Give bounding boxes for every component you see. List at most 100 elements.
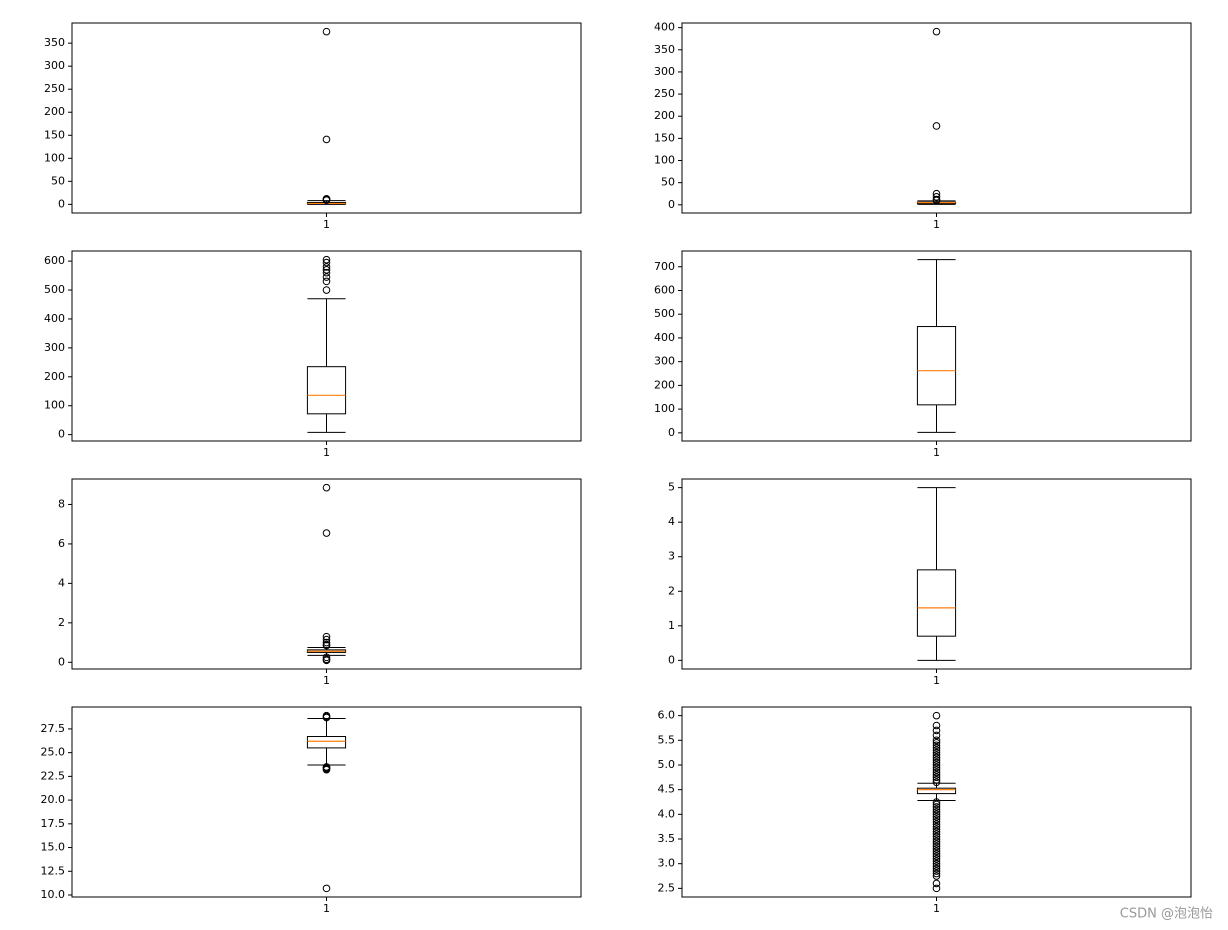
flier [932,768,941,777]
y-tick-label: 300 [654,65,675,78]
y-tick-label: 400 [44,312,65,325]
y-tick-label: 0 [58,655,65,668]
plot-frame [681,706,1192,898]
x-tick-label: 1 [323,446,330,459]
y-tick-label: 100 [654,402,675,415]
flier [322,255,331,264]
plot-frame [681,22,1192,214]
flier [932,771,941,779]
flier [932,800,941,809]
flier [932,854,941,863]
flier [322,268,331,277]
flier [932,803,941,811]
flier [932,852,941,861]
flier [932,756,941,764]
flier [932,862,941,870]
x-tick-label: 1 [933,218,940,231]
y-tick-label: 200 [654,378,675,391]
x-tick-label: 1 [933,446,940,459]
flier [932,815,941,824]
y-tick-label: 600 [654,283,675,296]
flier [932,842,941,851]
subplot: 0 50 100 150 200 250 300 350 400 1 [654,21,1192,231]
flier [932,763,941,772]
flier [322,638,331,647]
y-tick-label: 5.0 [658,758,676,771]
x-tick-label: 1 [323,902,330,915]
x-tick-label: 1 [933,674,940,687]
y-tick-label: 27.5 [41,722,66,735]
box [306,736,347,749]
flier [322,483,331,492]
flier [322,277,331,286]
flier [932,830,941,838]
y-tick-label: 100 [654,154,675,167]
flier [932,837,941,846]
flier [932,813,941,821]
y-tick-label: 4 [58,576,65,589]
y-tick-label: 4 [668,515,675,528]
flier [322,765,331,774]
flier [932,879,941,888]
y-tick-label: 100 [44,151,65,164]
flier [932,27,941,36]
y-tick-label: 100 [44,399,65,412]
flier [322,286,331,294]
y-tick-label: 2.5 [658,881,676,894]
y-tick-label: 0 [668,198,675,211]
flier [932,748,941,757]
flier [322,263,331,271]
flier [322,713,331,722]
y-tick-label: 0 [668,653,675,666]
y-tick-label: 22.5 [41,769,66,782]
y-tick-label: 6.0 [658,709,676,722]
y-tick-label: 600 [44,254,65,267]
box [306,366,347,415]
flier [932,822,941,831]
flier [932,196,941,205]
subplot: 2.5 3.0 3.5 4.0 4.5 5.0 5.5 6.0 1 [658,706,1192,915]
flier [932,847,941,856]
plot-frame [71,250,582,442]
subplot: 0 100 200 300 400 500 600 1 [44,250,582,459]
y-tick-label: 400 [654,331,675,344]
subplot: 0 1 2 3 4 5 1 [668,478,1192,687]
plot-frame [71,706,582,898]
y-tick-label: 50 [51,174,65,187]
y-tick-label: 3.0 [658,857,676,870]
flier [932,859,941,868]
x-tick-label: 1 [933,902,940,915]
y-tick-label: 2 [668,584,675,597]
y-tick-label: 3.5 [658,832,676,845]
y-tick-label: 0 [668,426,675,439]
y-tick-label: 6 [58,537,65,550]
box [916,787,957,795]
plot-frame [71,22,582,214]
flier [932,743,941,752]
flier [932,872,941,880]
flier [322,641,331,650]
y-tick-label: 300 [44,59,65,72]
flier [932,736,941,745]
y-tick-label: 150 [44,128,65,141]
y-tick-label: 10.0 [41,888,66,901]
box [916,326,957,406]
y-tick-label: 0 [58,428,65,441]
flier [932,810,941,819]
plot-frame [681,478,1192,670]
y-tick-label: 5.5 [658,733,676,746]
flier [932,798,941,806]
flier [932,817,941,826]
y-tick-label: 500 [44,283,65,296]
flier [932,867,941,875]
flier [932,726,941,735]
flier [932,850,941,858]
y-tick-label: 350 [654,43,675,56]
flier [322,884,331,893]
flier [932,741,941,750]
subplot: 0 100 200 300 400 500 600 700 1 [654,250,1192,459]
flier [932,766,941,774]
y-tick-label: 300 [654,355,675,368]
y-tick-label: 250 [654,87,675,100]
